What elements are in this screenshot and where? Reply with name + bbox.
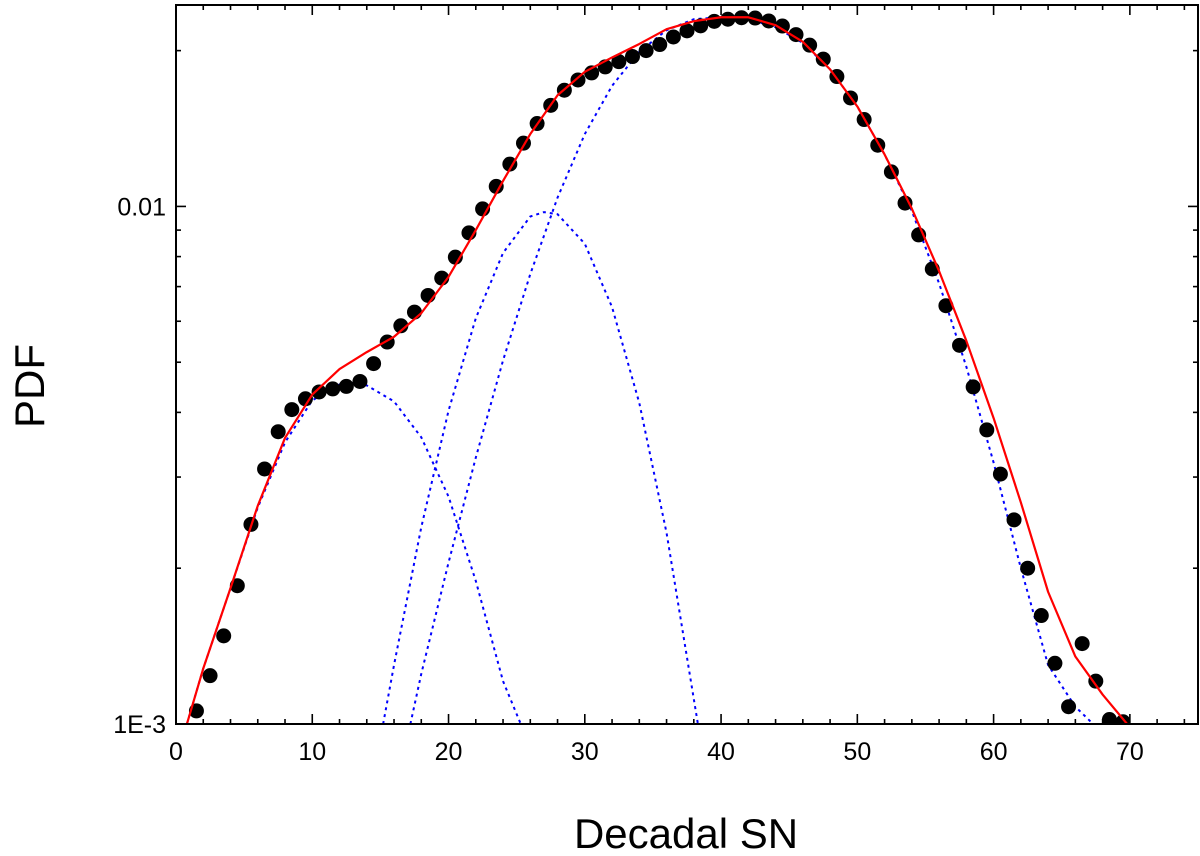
data-point	[570, 72, 586, 88]
data-point	[652, 37, 668, 53]
x-tick-label: 40	[707, 738, 735, 766]
data-point	[624, 49, 640, 65]
data-point	[747, 10, 763, 26]
data-point	[720, 11, 736, 27]
x-axis-title: Decadal SN	[574, 810, 798, 856]
data-point	[1088, 673, 1104, 689]
data-point	[802, 37, 818, 53]
data-point	[502, 156, 518, 172]
data-point	[1033, 608, 1049, 624]
plot-frame	[175, 4, 1199, 725]
y-tick-label: 1E-3	[113, 711, 166, 739]
fit-line	[185, 16, 1128, 724]
data-point	[284, 402, 300, 418]
data-point	[338, 378, 354, 394]
data-point	[938, 298, 954, 314]
x-tick-label: 30	[571, 738, 599, 766]
data-point	[406, 304, 422, 320]
data-point	[1020, 560, 1036, 576]
data-point	[1101, 712, 1117, 724]
data-point	[297, 391, 313, 407]
data-point	[393, 318, 409, 334]
data-point	[815, 51, 831, 67]
x-tick-label: 10	[298, 738, 326, 766]
data-point	[488, 178, 504, 194]
data-point	[679, 23, 695, 39]
plot-area	[185, 10, 1131, 724]
x-tick-label: 70	[1116, 738, 1144, 766]
data-point	[257, 461, 273, 477]
data-point	[270, 424, 286, 440]
data-point	[216, 628, 232, 644]
y-tick-label: 0.01	[117, 193, 166, 221]
data-point	[992, 466, 1008, 482]
data-point	[1047, 655, 1063, 671]
data-point	[1061, 699, 1077, 715]
axes-layer: 0 10 20 30 40 50 60 70 1E-3 0.01	[113, 4, 1199, 766]
data-point	[325, 381, 341, 397]
data-point	[952, 337, 968, 353]
component-line-3	[382, 211, 699, 724]
component-line-2	[185, 381, 522, 724]
x-tick-label: 20	[435, 738, 463, 766]
y-axis-title: PDF	[6, 344, 53, 428]
data-point	[352, 373, 368, 389]
data-point	[774, 18, 790, 34]
x-tick-label: 60	[980, 738, 1008, 766]
data-point	[638, 43, 654, 59]
data-point	[693, 18, 709, 34]
component-line-4	[409, 16, 1094, 724]
data-point	[366, 356, 382, 372]
data-point	[897, 195, 913, 211]
data-point	[979, 422, 995, 438]
data-point	[1006, 512, 1022, 528]
x-tick-label: 0	[169, 738, 183, 766]
data-point	[706, 13, 722, 29]
data-point	[788, 27, 804, 43]
x-tick-label: 50	[843, 738, 871, 766]
data-point	[1074, 636, 1090, 652]
data-point	[311, 384, 327, 400]
data-point	[611, 54, 627, 70]
series-layer	[185, 10, 1131, 724]
data-point	[1115, 714, 1131, 724]
data-point	[965, 379, 981, 395]
data-point	[665, 29, 681, 45]
data-point	[202, 668, 218, 684]
